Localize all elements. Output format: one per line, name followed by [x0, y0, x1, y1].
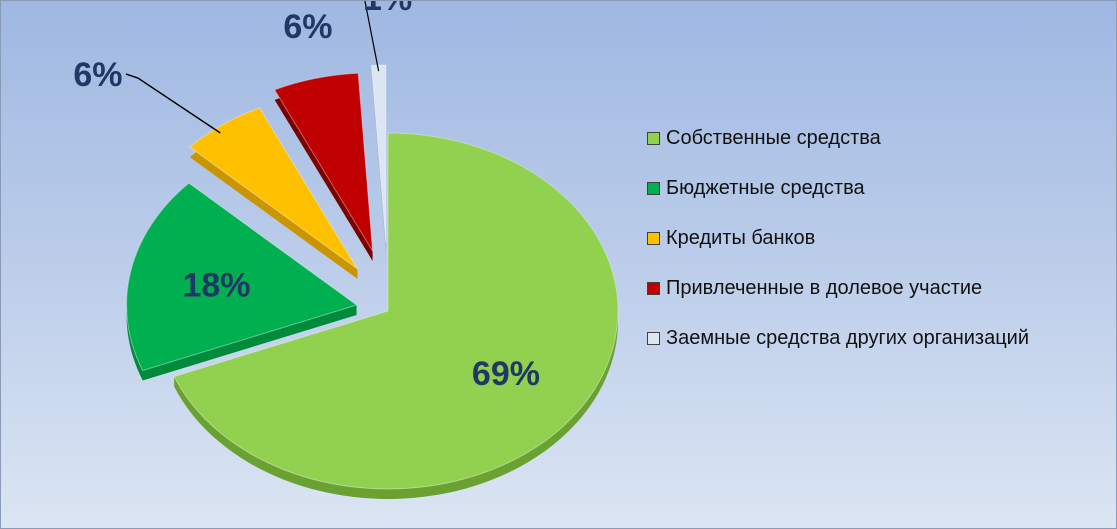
- pie-slice-side: [274, 73, 373, 261]
- leader-line: [364, 1, 380, 72]
- legend-label: Привлеченные в долевое участие: [666, 276, 983, 299]
- legend-swatch: [647, 281, 660, 295]
- pie-slices: [126, 64, 619, 490]
- legend-label: Заемные средства других организаций: [666, 326, 1030, 349]
- legend-item: Привлеченные в долевое участие: [647, 263, 1107, 313]
- pie-slice-side: [126, 183, 357, 381]
- leader-line: [125, 73, 221, 134]
- data-label: 18%: [182, 266, 250, 304]
- pie-slice: [188, 107, 358, 270]
- data-label: 6%: [73, 56, 122, 94]
- legend-swatch: [647, 231, 660, 245]
- data-label: 6%: [283, 8, 332, 46]
- legend: Собственные средства Бюджетные средства …: [647, 113, 1107, 363]
- pie-slice-side: [371, 65, 386, 254]
- legend-swatch: [647, 181, 660, 195]
- pie-slice: [126, 182, 358, 372]
- leader-lines: [125, 1, 380, 134]
- data-label: 69%: [472, 355, 540, 393]
- legend-item: Заемные средства других организаций: [647, 313, 1107, 363]
- pie-slice-side: [189, 107, 358, 279]
- legend-swatch: [647, 131, 660, 145]
- data-labels: 69% 18% 6% 6% 1%: [73, 1, 540, 393]
- legend-item: Бюджетные средства: [647, 163, 1107, 213]
- pie-slice: [173, 132, 619, 490]
- pie-depth-layer: [126, 65, 619, 499]
- pie-slice: [273, 72, 374, 252]
- legend-swatch: [647, 331, 660, 345]
- legend-label: Кредиты банков: [666, 226, 816, 249]
- data-label: 1%: [363, 1, 412, 18]
- legend-item: Кредиты банков: [647, 213, 1107, 263]
- legend-label: Собственные средства: [666, 126, 881, 149]
- legend-item: Собственные средства: [647, 113, 1107, 163]
- legend-label: Бюджетные средства: [666, 176, 865, 199]
- pie-slice: [370, 64, 387, 244]
